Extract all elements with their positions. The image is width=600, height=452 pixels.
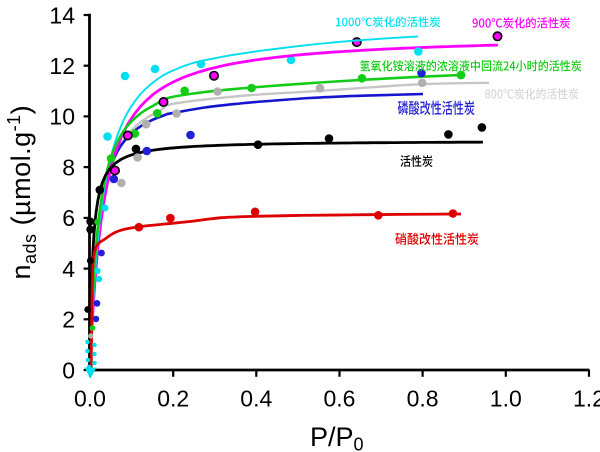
svg-text:0.2: 0.2 — [157, 385, 189, 411]
svg-text:12: 12 — [49, 53, 75, 79]
svg-text:1.0: 1.0 — [490, 385, 522, 411]
svg-text:4: 4 — [62, 256, 75, 282]
svg-text:0.4: 0.4 — [240, 385, 272, 411]
svg-text:14: 14 — [49, 2, 75, 28]
svg-text:0: 0 — [62, 357, 75, 383]
svg-text:8: 8 — [62, 154, 75, 180]
svg-text:10: 10 — [49, 104, 75, 130]
svg-text:0.6: 0.6 — [324, 385, 356, 411]
svg-text:6: 6 — [62, 205, 75, 231]
svg-text:0.0: 0.0 — [74, 385, 106, 411]
svg-text:1.2: 1.2 — [573, 385, 600, 411]
svg-text:0.8: 0.8 — [407, 385, 439, 411]
svg-text:2: 2 — [62, 307, 75, 333]
